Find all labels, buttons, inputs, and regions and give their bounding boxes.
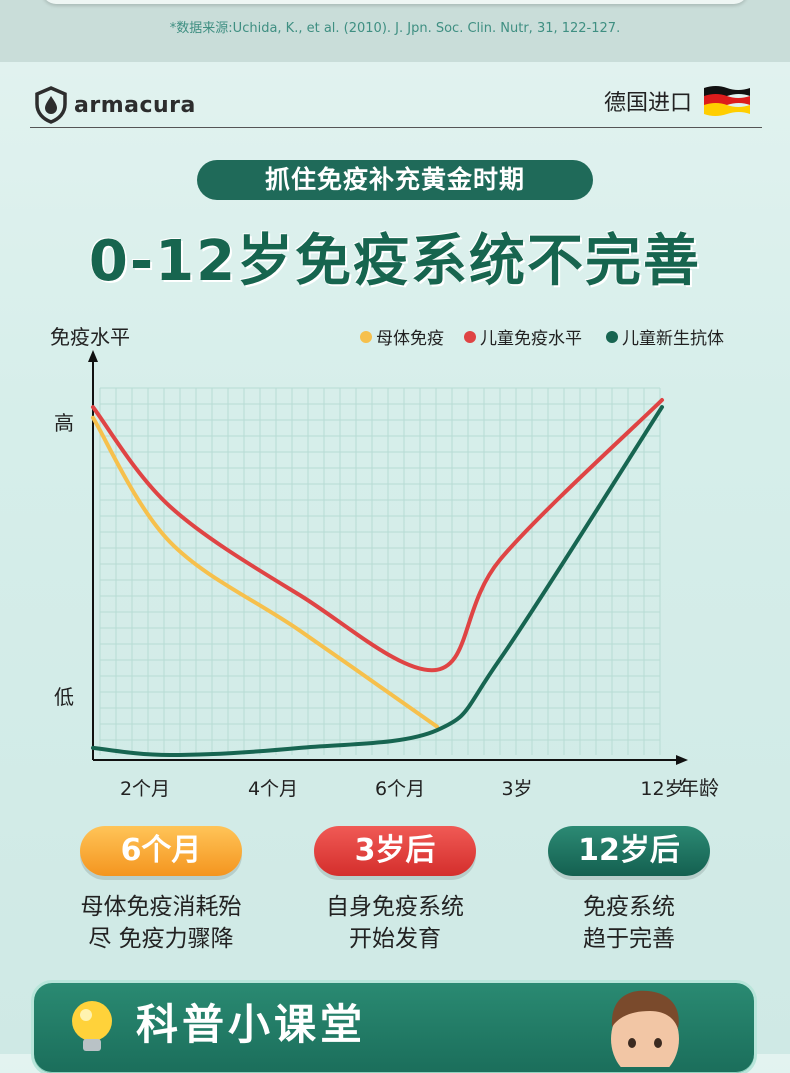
legend-marker	[606, 331, 618, 343]
series-line-0	[91, 415, 439, 729]
legend-label: 母体免疫	[376, 329, 444, 349]
subtitle-pill: 抓住免疫补充黄金时期	[197, 160, 593, 200]
series-line-1	[91, 398, 664, 673]
desc-line: 免疫系统	[583, 894, 675, 920]
y-axis-label: 免疫水平	[50, 325, 130, 349]
desc-line: 开始发育	[349, 926, 441, 952]
lightbulb-icon	[72, 1001, 112, 1051]
shield-drop-icon	[35, 86, 67, 124]
footer-banner: 科普小课堂	[34, 983, 754, 1073]
milestone-desc-6-months: 母体免疫消耗殆 尽 免疫力骤降	[41, 891, 281, 955]
desc-line: 自身免疫系统	[326, 894, 464, 920]
milestone-desc-3-years: 自身免疫系统 开始发育	[275, 891, 515, 955]
footer-title: 科普小课堂	[136, 1000, 367, 1049]
chart-grid	[99, 387, 661, 755]
germany-flag-icon	[704, 86, 750, 116]
chart-legend: 母体免疫 儿童免疫水平 儿童新生抗体	[360, 329, 724, 349]
brand-name: armacura	[74, 92, 196, 118]
desc-line: 母体免疫消耗殆	[80, 894, 242, 920]
x-tick-label: 12岁	[640, 778, 683, 800]
y-tick-labels: 高低	[54, 411, 74, 709]
y-tick-label: 低	[54, 685, 74, 709]
y-tick-label: 高	[54, 411, 74, 435]
legend-label: 儿童免疫水平	[480, 329, 582, 349]
desc-line: 尽 免疫力骤降	[88, 926, 234, 952]
series-lines	[91, 398, 664, 758]
data-source-note: *数据来源:Uchida, K., et al. (2010). J. Jpn.…	[169, 21, 621, 36]
series-line-2	[91, 405, 664, 758]
milestone-desc-12-years: 免疫系统 趋于完善	[509, 891, 749, 955]
x-tick-label: 4个月	[248, 778, 298, 800]
brand-logo: armacura	[34, 86, 196, 124]
x-axis-arrow	[676, 755, 688, 765]
x-tick-labels: 2个月 4个月 6个月 3岁 12岁	[120, 778, 684, 800]
x-tick-label: 3岁	[501, 778, 532, 800]
x-tick-label: 2个月	[120, 778, 170, 800]
origin-label: 德国进口	[604, 84, 752, 118]
milestone-badge-6-months: 6个月	[80, 826, 242, 876]
legend-label: 儿童新生抗体	[622, 329, 724, 349]
doctor-avatar-icon	[611, 990, 679, 1067]
x-axis-label: 年龄	[679, 776, 719, 800]
headline: 0-12岁免疫系统不完善	[88, 229, 702, 294]
header-divider	[30, 127, 762, 128]
x-tick-label: 6个月	[375, 778, 425, 800]
previous-card-edge	[42, 0, 748, 4]
desc-line: 趋于完善	[583, 926, 675, 952]
y-axis-arrow	[88, 350, 98, 362]
top-band: *数据来源:Uchida, K., et al. (2010). J. Jpn.…	[0, 0, 790, 62]
immunity-line-chart: 免疫水平 年龄 高低 2个月 4个月 6个月 3岁 12岁 母体免疫 儿童免疫水平 儿童新生…	[50, 325, 724, 800]
milestone-badge-12-years: 12岁后	[548, 826, 710, 876]
legend-marker	[464, 331, 476, 343]
origin-text: 德国进口	[603, 91, 692, 116]
milestone-badge-3-years: 3岁后	[314, 826, 476, 876]
legend-marker	[360, 331, 372, 343]
